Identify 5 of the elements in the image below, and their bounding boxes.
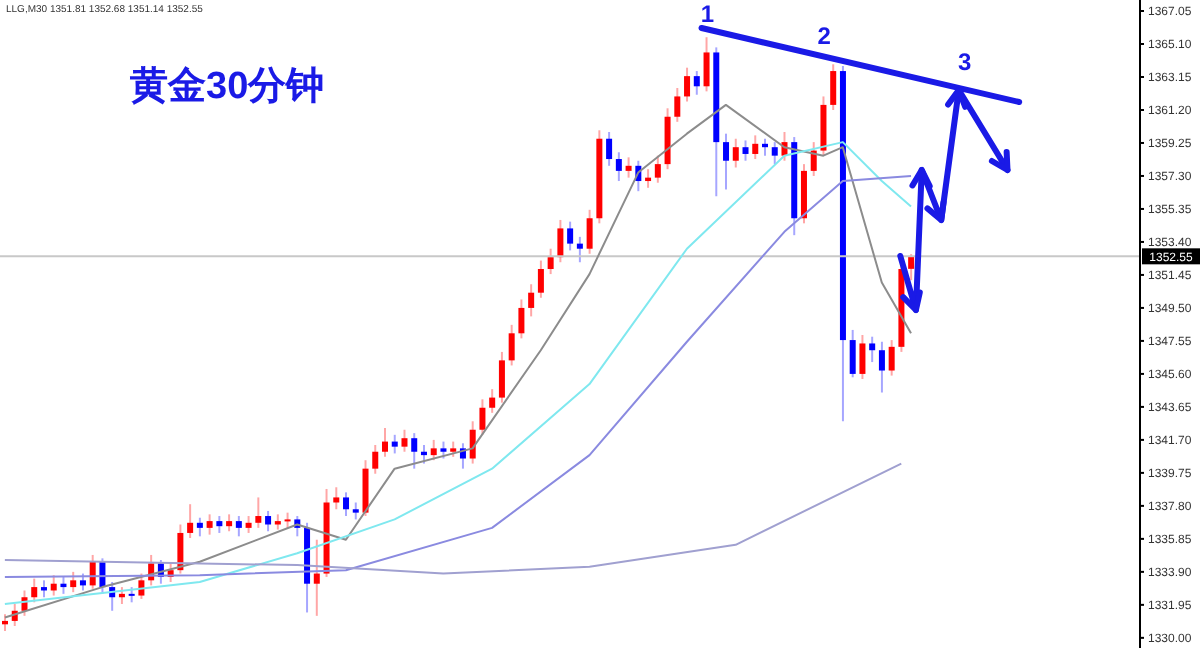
text: 黄金30分钟 [128,64,325,108]
line-series [3,462,903,575]
annotation: 3 [957,48,972,76]
annotation: 2 [817,22,832,50]
annotation: 1 [700,0,715,28]
